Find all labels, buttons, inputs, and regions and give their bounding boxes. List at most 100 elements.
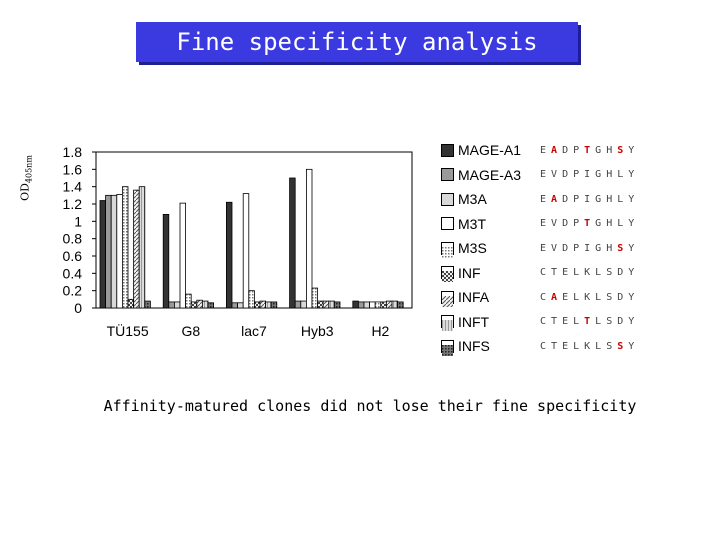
legend-swatch [441,315,454,331]
legend-swatch [441,266,454,282]
bar-mage-a1-4 [352,300,359,309]
bar-infs-4 [397,301,404,309]
x-tick-label: H2 [371,323,389,339]
bar-infs-2 [270,301,278,309]
legend-item-m3a: M3A EADPIGHLY [441,187,711,211]
bar-m3a-4 [363,301,370,309]
legend-sequence: CAELKLSDY [540,291,640,303]
legend-sequence: EVDPTGHLY [540,218,640,229]
title-banner: Fine specificity analysis [136,22,578,62]
bar-inft-3 [328,300,335,309]
bar-infs-0 [144,300,151,309]
bar-m3a-2 [237,302,244,309]
legend-sequence: CTELKLSDY [540,267,640,278]
bar-mage-a3-2 [231,302,238,309]
chart-title: Fine specificity analysis [176,28,538,56]
bar-mage-a1-1 [162,213,170,309]
legend-label: M3T [458,215,486,232]
x-tick-label: TÜ155 [107,322,149,339]
bar-m3a-0 [110,194,118,309]
bar-m3t-1 [179,202,186,309]
bar-inf-2 [253,301,261,309]
legend-swatch [441,339,454,356]
legend-item-mage-a3: MAGE-A3 EVDPIGHLY [441,163,711,187]
y-tick-label: 0.6 [63,248,83,264]
bar-mage-a3-3 [294,300,302,309]
plot-area [95,151,413,309]
legend-sequence: EADPTGHSY [540,144,640,156]
bar-inf-0 [127,298,134,309]
y-tick-label: 1 [74,213,82,229]
legend-swatch [441,192,454,206]
legend-label: M3S [458,240,487,256]
bar-inf-4 [380,301,387,309]
bar-m3t-3 [305,168,313,309]
legend-sequence: EVDPIGHSY [540,242,640,254]
bar-mage-a3-1 [168,301,175,309]
legend-swatch [441,217,454,230]
legend-item-m3t: M3T EVDPTGHLY [441,212,711,236]
legend-item-inf: INF CTELKLSDY [441,261,711,285]
caption: Affinity-matured clones did not lose the… [103,397,637,415]
bar-m3s-2 [248,290,255,309]
bar-m3a-3 [300,300,307,309]
x-tick-label: Hyb3 [301,323,334,339]
bar-m3t-4 [369,301,376,309]
bar-infa-1 [196,299,203,309]
x-tick-label: lac7 [241,323,267,339]
y-tick-label: 0 [74,300,82,316]
legend-item-m3s: M3S EVDPIGHSY [441,236,711,260]
bar-mage-a3-0 [105,194,112,309]
bar-infs-3 [333,301,341,309]
bar-inf-3 [317,300,324,309]
legend-sequence: CTELKLSSY [540,340,640,352]
legend-label: INF [458,264,481,281]
y-tick-label: 0.2 [63,283,83,299]
bar-inft-0 [138,186,146,309]
legend-item-mage-a1: MAGE-A1 EADPTGHSY [441,138,711,162]
legend-label: INFT [458,313,490,330]
legend-swatch [441,290,454,307]
y-tick-label: 1.8 [63,144,83,160]
x-tick-label: G8 [181,323,200,339]
legend-label: INFA [458,289,490,305]
bar-mage-a1-2 [225,201,233,309]
legend-label: INFS [458,338,490,354]
legend-sequence: EADPIGHLY [540,193,640,205]
bar-inft-1 [201,300,209,309]
bar-m3s-4 [374,301,382,309]
legend-sequence: EVDPIGHLY [540,169,640,180]
legend-item-infa: INFA CAELKLSDY [441,285,711,309]
bar-infa-2 [259,300,266,309]
bar-m3s-0 [122,186,129,309]
bar-inft-4 [391,300,398,309]
bar-inf-1 [190,301,198,309]
y-tick-label: 1.2 [63,196,83,212]
y-tick-label: 1.4 [63,179,83,195]
legend-label: MAGE-A1 [458,142,522,158]
legend-item-infs: INFS CTELKLSSY [441,334,711,358]
legend-label: M3A [458,191,487,207]
y-tick-label: 0.8 [63,231,83,247]
bar-mage-a3-4 [357,301,365,309]
bar-m3t-2 [242,193,250,309]
legend-swatch [441,241,454,258]
legend-swatch [441,168,454,181]
y-tick-label: 1.6 [63,161,83,177]
legend-item-inft: INFT CTELTLSDY [441,310,711,334]
bar-m3t-0 [116,194,123,309]
bar-m3a-1 [173,301,181,309]
legend-sequence: CTELTLSDY [540,316,640,327]
bar-infa-4 [385,300,393,309]
bar-mage-a1-3 [289,177,296,309]
bar-mage-a1-0 [99,200,106,309]
legend-label: MAGE-A3 [458,166,522,183]
bar-inft-2 [265,301,272,309]
y-tick-label: 0.4 [63,265,83,281]
legend-swatch [441,143,454,157]
bar-infa-0 [133,189,140,309]
bar-m3s-3 [311,287,318,309]
bar-infs-1 [207,302,214,309]
bar-infa-3 [322,300,330,309]
